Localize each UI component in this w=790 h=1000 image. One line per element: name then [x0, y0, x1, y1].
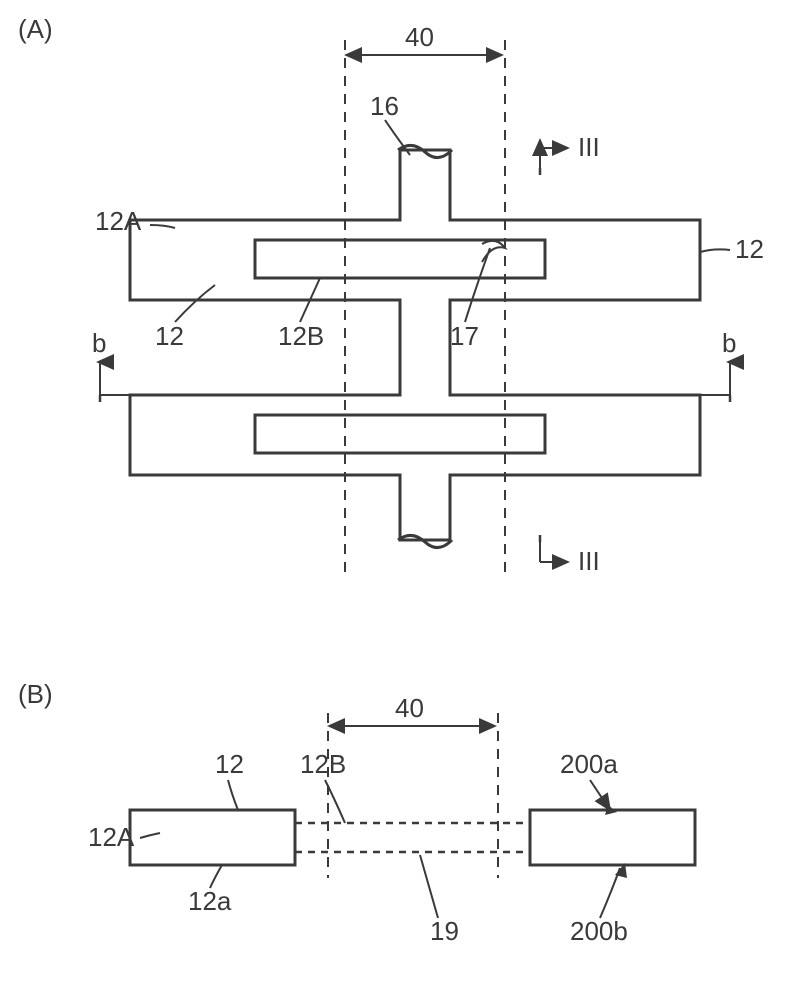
b-c19: 19	[430, 916, 459, 946]
panel-b-tag: (B)	[18, 679, 53, 709]
b-c12: 12	[215, 749, 244, 779]
b-right-block	[530, 810, 695, 865]
b-right-label: b	[722, 328, 736, 358]
b-c12A: 12A	[88, 822, 135, 852]
b-left: b	[92, 328, 130, 408]
b-right: b	[700, 328, 736, 408]
upper-outline	[130, 150, 700, 540]
b-left-block	[130, 810, 295, 865]
b-c200a-leader	[590, 780, 610, 810]
section-III-top-arrow: III	[540, 132, 600, 180]
c17-label: 17	[450, 321, 479, 351]
b-c12A-leader	[140, 833, 160, 838]
lower-slot	[255, 415, 545, 453]
c12r-leader	[700, 249, 730, 252]
dim40-label: 40	[405, 22, 434, 52]
c12r-label: 12	[735, 234, 764, 264]
panel-b: 40 12 12B 200a 12A 12a 19 20	[88, 693, 695, 946]
b-c12a: 12a	[188, 886, 232, 916]
section-III-bot-label: III	[578, 546, 600, 576]
b-left-label: b	[92, 328, 106, 358]
b-c12a-leader	[210, 865, 222, 888]
c12A-label: 12A	[95, 206, 142, 236]
figure: (A) 40 III III	[0, 0, 790, 1000]
b-dim40-label: 40	[395, 693, 424, 723]
b-c12-leader	[228, 780, 238, 810]
b-c12B: 12B	[300, 749, 346, 779]
b-c19-leader	[420, 855, 438, 918]
c12l-label: 12	[155, 321, 184, 351]
upper-slot	[255, 240, 545, 278]
section-III-top-label: III	[578, 132, 600, 162]
c16-label: 16	[370, 91, 399, 121]
panel-a: 40 III III	[92, 22, 764, 580]
c12B-label: 12B	[278, 321, 324, 351]
b-c200b: 200b	[570, 916, 628, 946]
section-III-bot-arrow: III	[540, 530, 600, 576]
c12A-leader	[150, 225, 175, 228]
b-c12B-leader	[325, 780, 345, 823]
panel-a-tag: (A)	[18, 14, 53, 44]
b-c200a: 200a	[560, 749, 618, 779]
c16-leader	[385, 120, 410, 155]
c17-leader	[465, 248, 490, 322]
c12l-leader	[175, 285, 215, 322]
